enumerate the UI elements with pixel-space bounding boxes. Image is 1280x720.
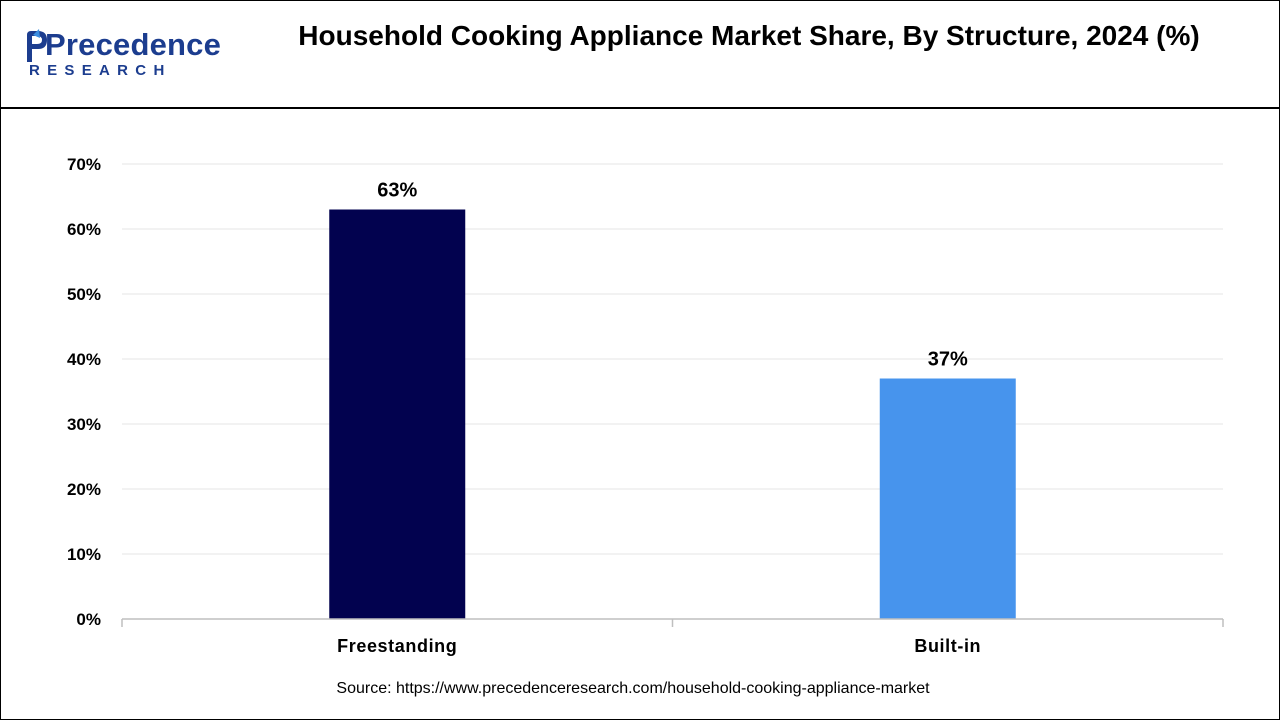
x-axis bbox=[121, 618, 1224, 627]
y-tick-label: 40% bbox=[67, 350, 101, 369]
x-axis-categories: Freestanding Built-in bbox=[337, 636, 981, 656]
logo-sub: RESEARCH bbox=[29, 62, 172, 79]
data-label: 37% bbox=[928, 349, 968, 371]
logo-name: Precedence bbox=[45, 27, 222, 62]
x-category-label: Freestanding bbox=[337, 636, 457, 656]
bars bbox=[329, 209, 1016, 619]
data-labels: 63% 37% bbox=[377, 180, 968, 371]
y-tick-label: 60% bbox=[67, 220, 101, 239]
y-tick-label: 30% bbox=[67, 415, 101, 434]
bar-chart: 0% 10% 20% 30% 40% 50% 60% 70% 63% 37% Freestand… bbox=[67, 155, 1224, 656]
bar-freestanding bbox=[329, 209, 466, 619]
logo-mark-icon bbox=[27, 29, 47, 62]
bar-built-in bbox=[879, 378, 1016, 619]
logo: Precedence RESEARCH bbox=[23, 27, 223, 83]
y-tick-label: 70% bbox=[67, 155, 101, 174]
y-tick-label: 10% bbox=[67, 545, 101, 564]
gridlines bbox=[122, 163, 1223, 555]
x-category-label: Built-in bbox=[914, 636, 981, 656]
y-axis-ticks: 0% 10% 20% 30% 40% 50% 60% 70% bbox=[67, 155, 101, 629]
chart-title: Household Cooking Appliance Market Share… bbox=[298, 20, 1200, 51]
header: Precedence RESEARCH Household Cooking Ap… bbox=[1, 1, 1279, 109]
source-note: Source: https://www.precedenceresearch.c… bbox=[336, 680, 930, 697]
y-tick-label: 0% bbox=[76, 610, 101, 629]
y-tick-label: 20% bbox=[67, 480, 101, 499]
y-tick-label: 50% bbox=[67, 285, 101, 304]
data-label: 63% bbox=[377, 180, 417, 202]
